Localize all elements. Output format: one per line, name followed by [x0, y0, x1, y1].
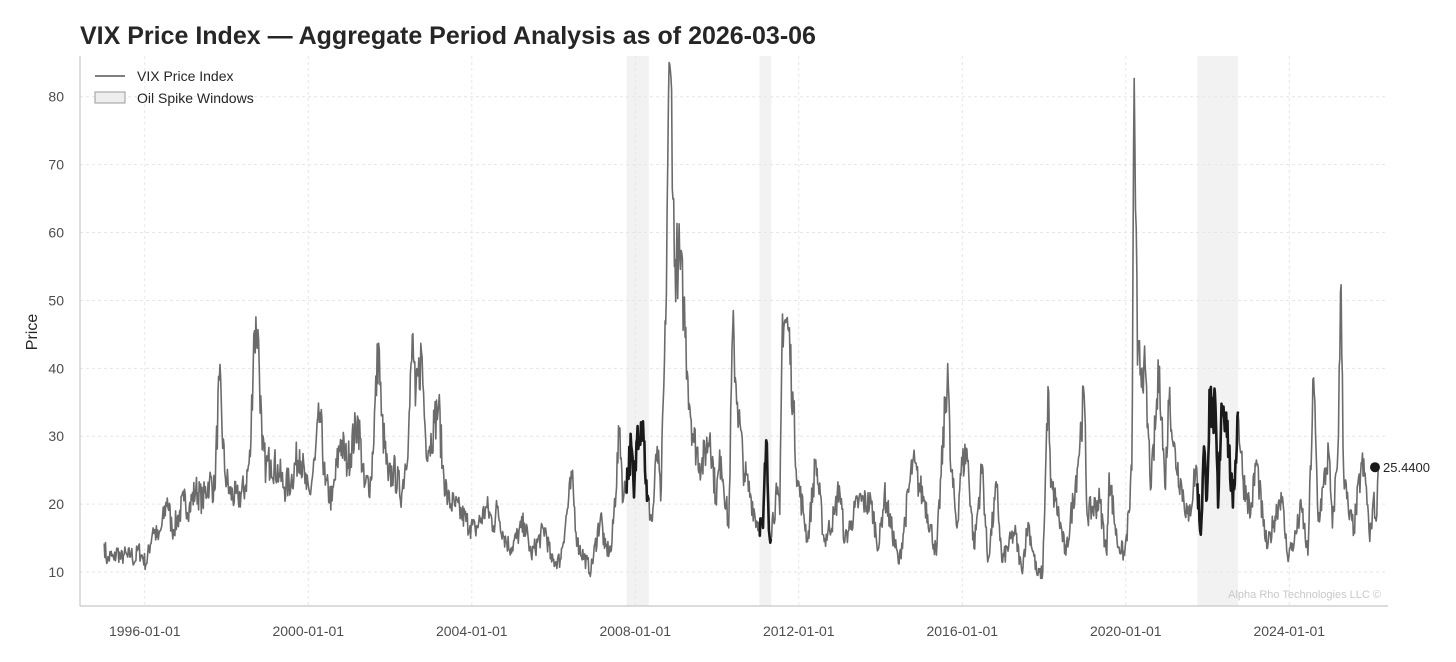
- series-line-vix: [103, 61, 1380, 580]
- y-tick-label: 80: [48, 89, 64, 105]
- y-tick-label: 30: [48, 428, 64, 444]
- y-axis-label: Price: [24, 314, 41, 351]
- y-tick-label: 50: [48, 292, 64, 308]
- x-tick-label: 2004-01-01: [436, 623, 508, 639]
- last-value-label: 25.4400: [1383, 460, 1430, 475]
- highlight-segment-2: [1196, 385, 1240, 536]
- x-tick-label: 1996-01-01: [109, 623, 181, 639]
- x-tick-label: 2012-01-01: [763, 623, 835, 639]
- oil-spike-windows: [626, 56, 1239, 606]
- x-tick-label: 2016-01-01: [926, 623, 998, 639]
- x-tick-label: 2000-01-01: [272, 623, 344, 639]
- y-tick-label: 40: [48, 360, 64, 376]
- legend-label-vix: VIX Price Index: [137, 68, 234, 84]
- legend: VIX Price Index Oil Spike Windows: [94, 68, 254, 106]
- y-tick-label: 70: [48, 157, 64, 173]
- y-tick-label: 10: [48, 564, 64, 580]
- x-tick-label: 2008-01-01: [599, 623, 671, 639]
- last-value-marker: [1370, 462, 1380, 473]
- oil-window-0: [626, 56, 649, 606]
- y-tick-label: 20: [48, 496, 64, 512]
- x-tick-label: 2024-01-01: [1253, 623, 1325, 639]
- legend-patch-swatch: [94, 91, 126, 104]
- plot-area: [103, 61, 1380, 580]
- oil-window-1: [759, 56, 772, 606]
- highlight-segment-1: [758, 439, 773, 544]
- y-tick-label: 60: [48, 225, 64, 241]
- grid-lines: [80, 56, 1388, 606]
- watermark: Alpha Rho Technologies LLC ©: [1228, 589, 1381, 601]
- oil-window-2: [1197, 56, 1239, 606]
- highlight-segment-0: [625, 420, 650, 503]
- chart-title: VIX Price Index — Aggregate Period Analy…: [80, 22, 816, 50]
- x-tick-label: 2020-01-01: [1090, 623, 1162, 639]
- legend-label-oil: Oil Spike Windows: [137, 90, 254, 106]
- tick-labels: 10 20 30 40 50 60 70 80 1996-01-01 2000-01-01 2004…: [48, 89, 1325, 639]
